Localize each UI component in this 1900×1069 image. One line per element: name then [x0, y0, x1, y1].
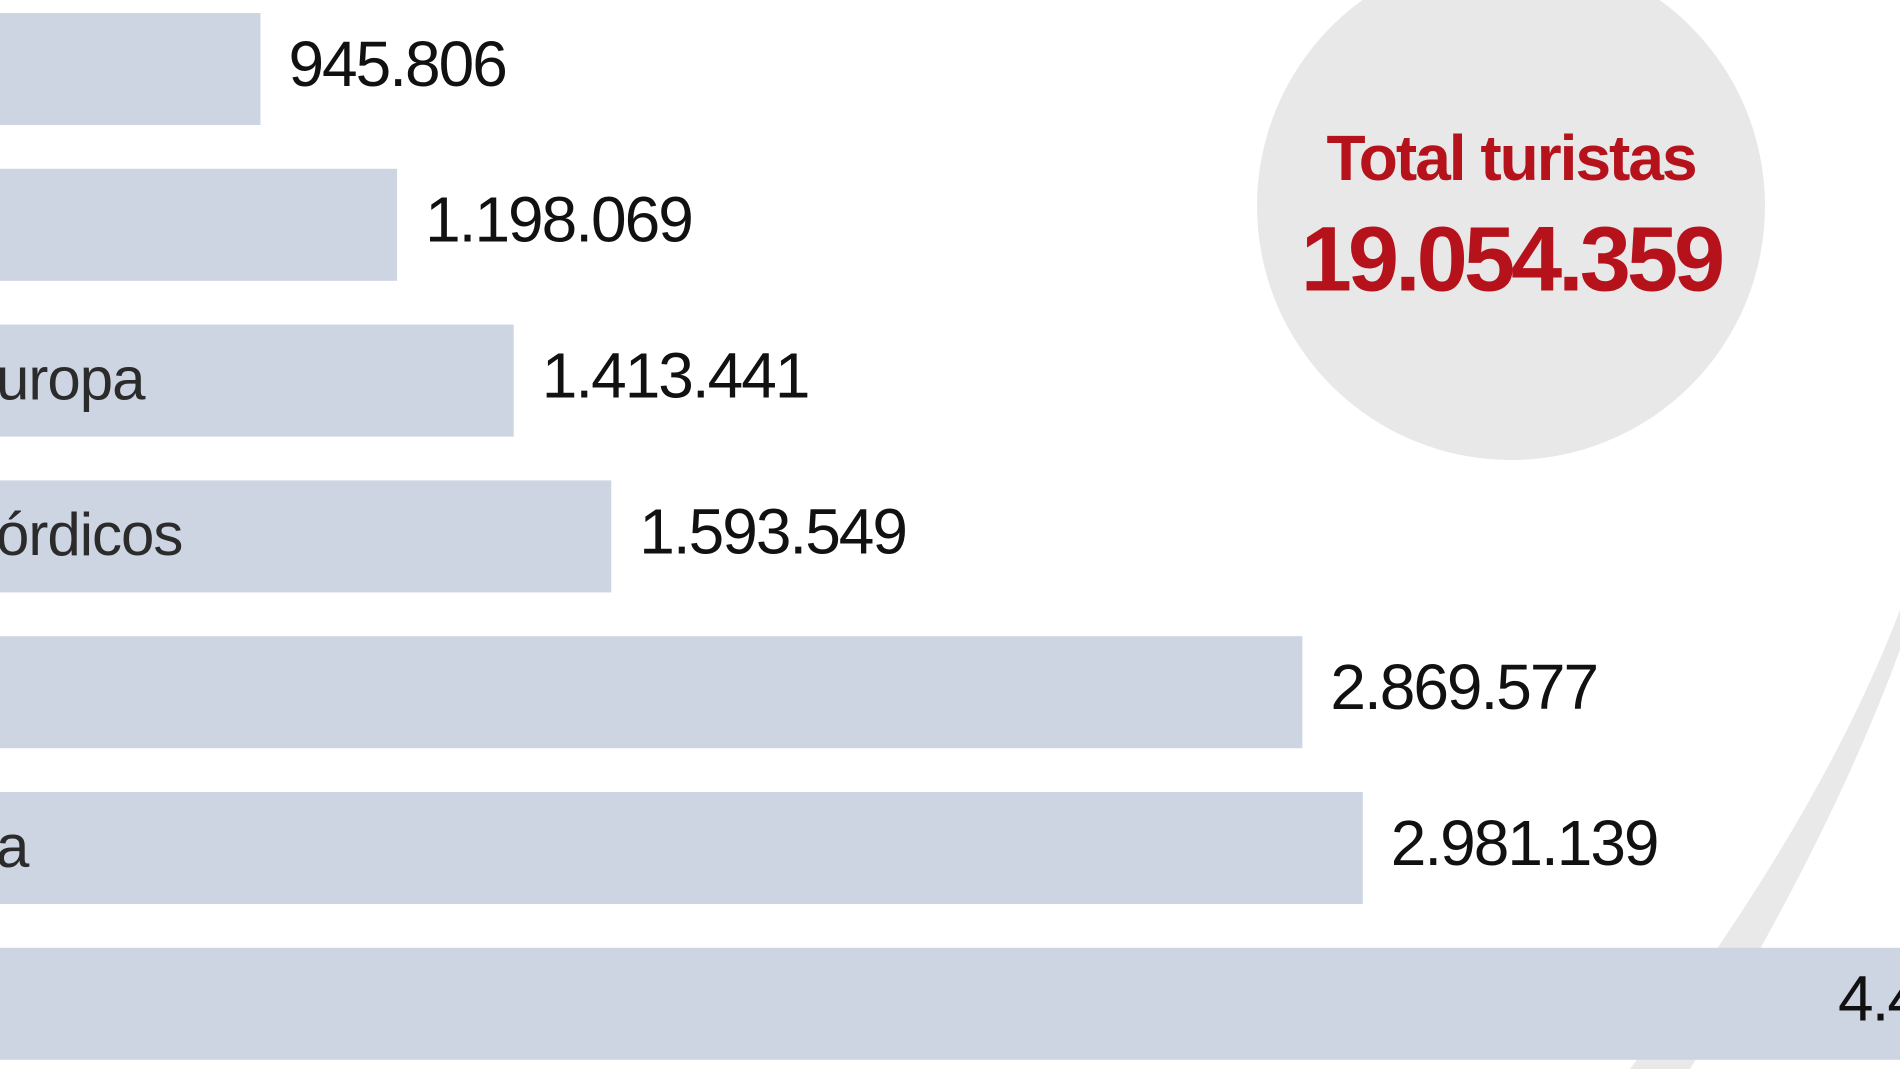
- total-label: Total turistas: [1326, 122, 1695, 194]
- value-label: 2.869.577: [1330, 651, 1597, 723]
- bar: [0, 792, 1363, 904]
- category-label: uropa: [0, 345, 146, 412]
- bar: [0, 636, 1303, 749]
- value-label: 1.413.441: [542, 340, 809, 412]
- bar: [0, 480, 612, 593]
- value-label: 1.198.069: [425, 184, 692, 256]
- value-label: 2.981.139: [1391, 807, 1658, 879]
- bar: [0, 947, 1900, 1060]
- value-label: 945.806: [288, 28, 505, 100]
- value-label: 4.4: [1838, 963, 1900, 1035]
- bar: [0, 13, 261, 125]
- bar: [0, 168, 398, 281]
- category-label: a: [0, 813, 30, 880]
- bar: [0, 324, 514, 437]
- category-label: órdicos: [0, 501, 182, 568]
- value-label: 1.593.549: [639, 495, 906, 567]
- total-value: 19.054.359: [1301, 208, 1722, 310]
- total-circle: [1257, 0, 1765, 460]
